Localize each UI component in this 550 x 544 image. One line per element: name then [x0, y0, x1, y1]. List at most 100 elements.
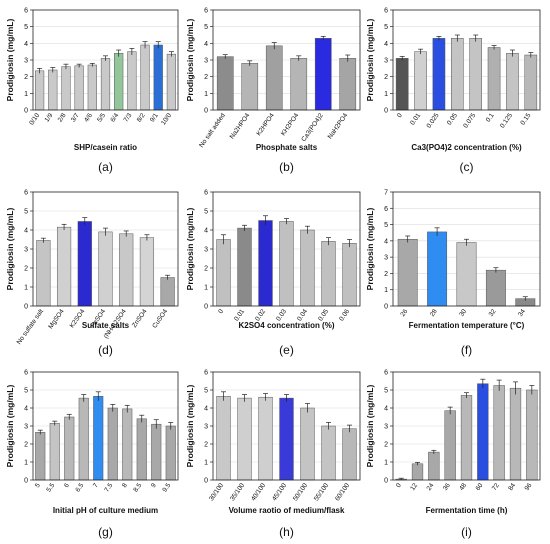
y-tick-label: 3: [384, 424, 388, 431]
y-axis-label: Prodigiosin (mg/mL): [365, 19, 375, 102]
y-tick-label: 6: [24, 8, 28, 15]
x-tick-label: 36: [442, 482, 452, 492]
plot-frame: [392, 191, 541, 307]
bar: [509, 387, 522, 481]
x-tick-label: 10/0: [160, 112, 173, 127]
bar: [477, 383, 489, 481]
x-tick-label: 0.06: [338, 308, 351, 323]
x-tick-label: 0.01: [409, 112, 422, 127]
x-tick-label: 6: [63, 482, 71, 489]
plot-frame: [212, 191, 361, 307]
y-tick-label: 3: [204, 424, 208, 431]
y-tick-label: 0: [204, 108, 208, 115]
bar: [300, 407, 315, 481]
y-tick-label: 0: [384, 478, 388, 485]
bar: [237, 227, 252, 307]
plot-frame: [32, 191, 179, 307]
y-tick-label: 5: [204, 388, 208, 395]
x-tick-label: 3/7: [70, 112, 81, 124]
x-tick-label: 9: [150, 482, 158, 489]
y-tick-label: 1: [204, 460, 208, 467]
y-tick-label: 0: [384, 304, 388, 311]
bar: [265, 45, 283, 111]
y-tick-label: 4: [24, 228, 28, 235]
bar: [107, 407, 118, 481]
x-axis-label: K2SO4 concentration (%): [238, 321, 334, 330]
x-tick-label: 12: [409, 482, 419, 492]
bar: [300, 229, 315, 307]
bar: [460, 395, 473, 481]
y-tick-label: 2: [204, 266, 208, 273]
y-axis-label: Prodigiosin (mg/mL): [5, 385, 15, 468]
y-axis-label: Prodigiosin (mg/mL): [185, 19, 195, 102]
x-axis-label: SHP/casein ratio: [74, 143, 137, 152]
x-tick-label: 5/5: [96, 112, 107, 124]
y-tick-label: 1: [384, 460, 388, 467]
y-tick-label: 4: [384, 406, 388, 413]
y-tick-label: 6: [204, 370, 208, 377]
x-tick-label: 6.5: [74, 482, 85, 494]
x-tick-label: 40/100: [250, 482, 267, 503]
x-tick-label: 0.025: [426, 112, 441, 130]
y-tick-label: 1: [204, 285, 208, 292]
y-tick-label: 1: [204, 91, 208, 98]
y-tick-label: 6: [204, 190, 208, 197]
x-tick-label: 8: [121, 482, 129, 489]
bar: [279, 397, 294, 481]
y-tick-label: 5: [204, 24, 208, 31]
bar: [321, 425, 336, 481]
bar: [160, 277, 175, 307]
bar: [36, 240, 51, 307]
bar: [64, 416, 75, 481]
y-tick-label: 6: [24, 190, 28, 197]
x-tick-label: 55/100: [313, 482, 330, 503]
panel-label: (g): [98, 525, 113, 539]
bar: [526, 389, 538, 481]
bar: [395, 58, 409, 111]
x-tick-label: 0.15: [519, 112, 532, 127]
y-tick-label: 5: [384, 222, 388, 229]
bar: [432, 38, 446, 111]
y-tick-label: 2: [24, 74, 28, 81]
y-tick-label: 2: [384, 74, 388, 81]
y-tick-label: 2: [24, 266, 28, 273]
x-axis-label: Initial pH of culture medium: [53, 506, 158, 515]
x-tick-label: 34: [517, 308, 527, 318]
x-tick-label: 24: [426, 482, 436, 492]
x-tick-label: 5: [34, 482, 42, 489]
bar: [321, 241, 336, 307]
panel-label: (b): [279, 160, 294, 174]
bar: [216, 396, 231, 481]
x-tick-label: 4/6: [83, 112, 94, 124]
x-tick-label: Na2HPO4: [229, 112, 252, 141]
bar: [485, 269, 506, 307]
bar: [93, 396, 104, 481]
y-tick-label: 2: [384, 271, 388, 278]
y-tick-label: 0: [204, 478, 208, 485]
y-tick-label: 4: [384, 41, 388, 48]
plot-frame: [212, 371, 361, 481]
y-axis-label: Prodigiosin (mg/mL): [5, 19, 15, 102]
bar: [241, 63, 259, 111]
x-tick-label: 60: [475, 482, 485, 492]
bar: [87, 64, 97, 111]
bar: [339, 58, 357, 111]
y-tick-label: 7: [384, 190, 388, 197]
y-tick-label: 0: [204, 304, 208, 311]
bar: [411, 463, 424, 481]
y-tick-label: 6: [204, 8, 208, 15]
y-tick-label: 5: [24, 388, 28, 395]
bar: [34, 70, 45, 111]
x-tick-label: 84: [507, 482, 517, 492]
bar: [444, 410, 456, 481]
y-axis-label: Prodigiosin (mg/mL): [185, 385, 195, 468]
x-tick-label: 35/100: [229, 482, 246, 503]
y-tick-label: 6: [24, 370, 28, 377]
x-axis-label: Fermentation time (h): [426, 506, 508, 515]
x-tick-label: 0: [395, 482, 403, 489]
bar: [139, 237, 155, 307]
